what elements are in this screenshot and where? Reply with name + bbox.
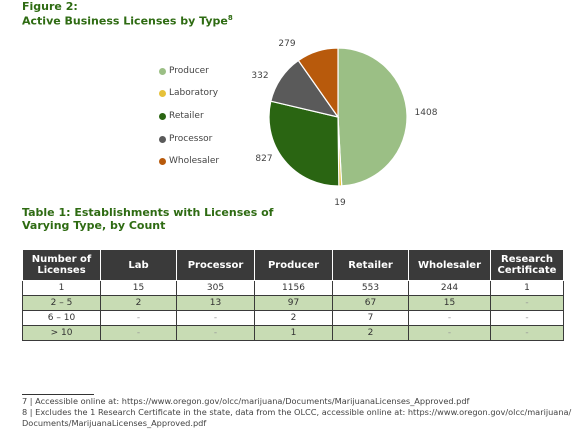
pie-slice-wholesaler: [297, 47, 339, 119]
footnotes: 7 | Accessible online at: https://www.or…: [22, 396, 582, 429]
pie-data-label: 1408: [415, 108, 438, 118]
pie-slice-retailer: [268, 100, 340, 187]
table-cell: -: [408, 310, 491, 326]
table-row: 1 15 305 1156 553 244 1: [22, 280, 564, 296]
table-cell: 2: [254, 310, 333, 326]
table-cell: 97: [254, 295, 333, 311]
legend-label: Laboratory: [169, 88, 219, 98]
table-cell: 15: [408, 295, 491, 311]
footnote-8: 8 | Excludes the 1 Research Certificate …: [22, 407, 572, 417]
table-row: 2 – 5 2 13 97 67 15 -: [22, 295, 564, 311]
table-title-line: Table 1: Establishments with Licenses of: [22, 206, 274, 219]
table-row: > 10 - - 1 2 - -: [22, 325, 564, 341]
figure-title-text: Active Business Licenses by Type: [22, 14, 228, 28]
footnote-divider: [22, 394, 94, 395]
table-cell: 13: [176, 295, 255, 311]
table-cell: 1: [254, 325, 333, 341]
pie-slice-producer: [337, 47, 408, 187]
pie-data-label: 279: [278, 39, 295, 49]
legend-item-wholesaler: Wholesaler: [159, 156, 219, 166]
legend-label: Processor: [169, 134, 213, 144]
table-cell: 7: [332, 310, 409, 326]
legend-item-retailer: Retailer: [159, 111, 204, 121]
table-cell: -: [490, 310, 564, 326]
legend-item-producer: Producer: [159, 66, 209, 76]
legend-label: Wholesaler: [169, 156, 220, 166]
pie-chart: 1408 19 827 332 279: [251, 39, 438, 208]
table-cell: -: [490, 295, 564, 311]
table-cell: 2: [100, 295, 177, 311]
legend-label: Producer: [169, 66, 209, 76]
table-cell: -: [100, 325, 177, 341]
legend-swatch: [159, 67, 166, 75]
table-cell: -: [176, 310, 255, 326]
legend-item-laboratory: Laboratory: [159, 88, 218, 98]
table-cell: -: [176, 325, 255, 341]
footnote-7: 7 | Accessible online at: https://www.or…: [22, 396, 470, 406]
table-row: 6 – 10 - - 2 7 - -: [22, 310, 564, 326]
legend-swatch: [159, 89, 166, 97]
legend-swatch: [159, 112, 166, 120]
table-cell: 15: [100, 280, 177, 296]
legend-swatch: [159, 157, 166, 165]
table-cell: 2: [332, 325, 409, 341]
table-cell: 6 – 10: [22, 310, 101, 326]
legend-label: Retailer: [169, 111, 204, 121]
table-cell: 244: [408, 280, 491, 296]
figure-title-footnote-ref: 8: [227, 14, 233, 22]
header-producer: Producer: [254, 249, 333, 281]
table-cell: -: [490, 325, 564, 341]
table-cell: 2 – 5: [22, 295, 101, 311]
table-title-line: Varying Type, by Count: [22, 219, 166, 232]
table-cell: 305: [176, 280, 255, 296]
table-cell: 1: [490, 280, 564, 296]
pie-data-label: 19: [334, 198, 346, 208]
footnote-8-continued: Documents/MarijuanaLicenses_Approved.pdf: [22, 418, 207, 428]
table-cell: 553: [332, 280, 409, 296]
table-cell: 1: [22, 280, 101, 296]
table-title: Table 1: Establishments with Licenses of…: [22, 206, 322, 232]
pie-data-label: 827: [255, 154, 272, 164]
table-cell: -: [100, 310, 177, 326]
table-cell: > 10: [22, 325, 101, 341]
legend-item-processor: Processor: [159, 134, 212, 144]
header-retailer: Retailer: [332, 249, 409, 281]
figure-label: Figure 2:: [22, 0, 78, 13]
table-cell: 1156: [254, 280, 333, 296]
header-processor: Processor: [176, 249, 255, 281]
table-header-row: Number of Licenses Lab Processor Producer…: [22, 249, 564, 281]
pie-data-label: 332: [251, 71, 268, 81]
header-number-of-licenses: Number of Licenses: [22, 249, 101, 281]
header-lab: Lab: [100, 249, 177, 281]
establishments-table: Number of Licenses Lab Processor Producer…: [22, 249, 564, 341]
header-wholesaler: Wholesaler: [408, 249, 491, 281]
table-cell: 67: [332, 295, 409, 311]
legend-swatch: [159, 135, 166, 143]
header-research-certificate: Research Certificate: [490, 249, 564, 281]
table-cell: -: [408, 325, 491, 341]
figure-title: Active Business Licenses by Type8: [22, 12, 233, 28]
